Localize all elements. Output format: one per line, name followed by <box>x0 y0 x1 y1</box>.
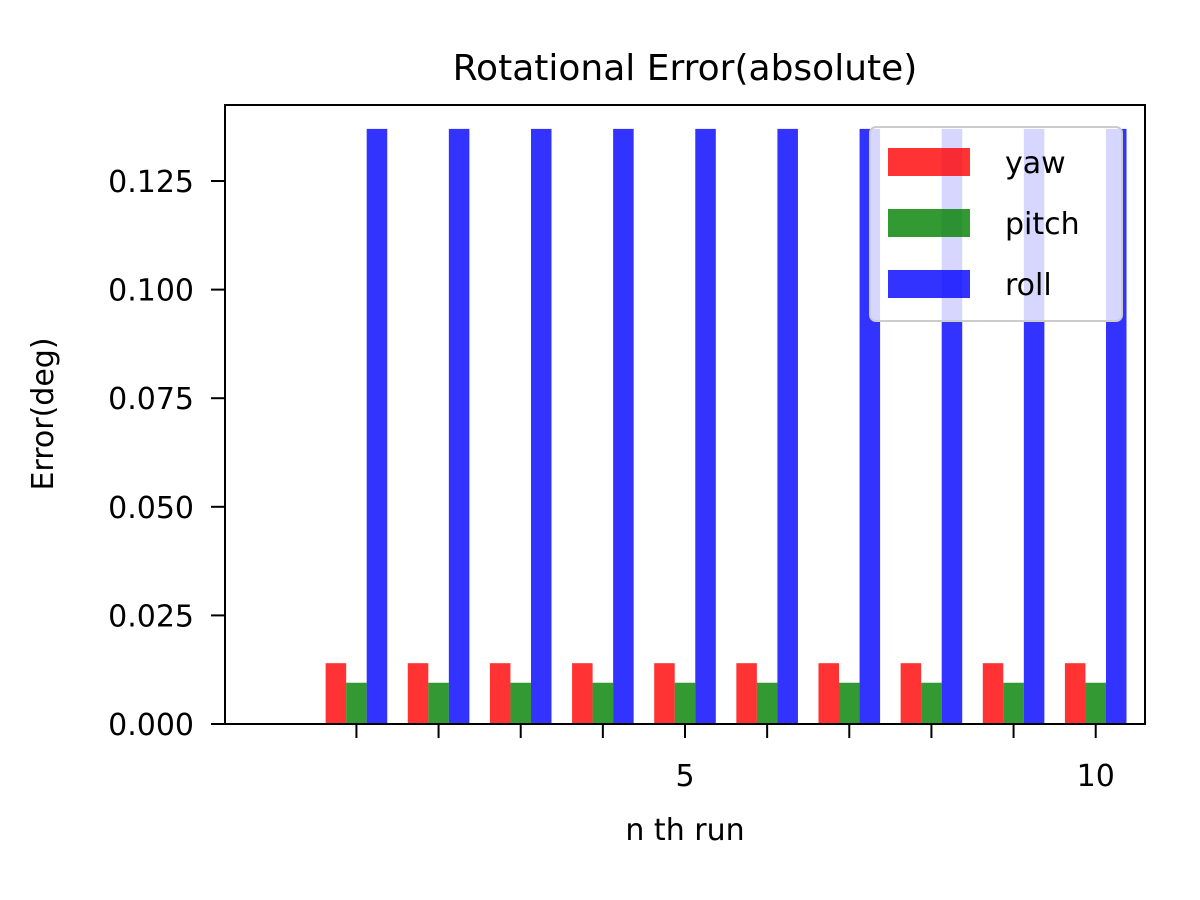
legend-label-roll: roll <box>1005 268 1052 303</box>
bar-roll-1 <box>366 128 388 724</box>
bar-yaw-7 <box>818 663 840 724</box>
bar-yaw-2 <box>407 663 429 724</box>
bar-roll-3 <box>530 128 552 724</box>
bar-yaw-10 <box>1064 663 1086 724</box>
y-axis-label: Error(deg) <box>26 337 61 490</box>
chart-title: Rotational Error(absolute) <box>453 48 918 89</box>
legend-swatch-pitch <box>888 209 970 237</box>
x-tick-label: 10 <box>1077 759 1115 794</box>
bar-pitch-6 <box>756 682 778 724</box>
legend-swatch-roll <box>888 270 970 298</box>
bar-yaw-1 <box>325 663 347 724</box>
y-tick-label: 0.000 <box>108 708 194 743</box>
bar-roll-5 <box>695 128 716 724</box>
legend-label-yaw: yaw <box>1005 146 1066 181</box>
legend-swatch-yaw <box>888 148 970 176</box>
bar-yaw-9 <box>982 663 1004 724</box>
bar-yaw-6 <box>736 663 757 724</box>
bar-pitch-5 <box>674 682 696 724</box>
bar-pitch-9 <box>1003 682 1024 724</box>
y-tick-label: 0.075 <box>108 382 194 417</box>
legend: yaw pitch roll <box>869 126 1123 322</box>
x-axis: 5 10 <box>355 724 1115 794</box>
legend-label-pitch: pitch <box>1005 207 1080 242</box>
y-tick-label: 0.100 <box>108 274 194 309</box>
y-tick-label: 0.125 <box>108 165 194 200</box>
bar-pitch-10 <box>1085 682 1106 724</box>
y-axis: 0.000 0.025 0.050 0.075 0.100 0.125 <box>108 165 225 743</box>
bar-pitch-2 <box>428 682 449 724</box>
bar-yaw-5 <box>654 663 675 724</box>
bar-pitch-3 <box>510 682 531 724</box>
bar-yaw-4 <box>572 663 593 724</box>
bar-roll-4 <box>613 128 634 724</box>
x-tick-label: 5 <box>675 759 694 794</box>
y-tick-label: 0.050 <box>108 491 194 526</box>
bar-yaw-8 <box>900 663 922 724</box>
bar-pitch-4 <box>592 682 614 724</box>
bar-roll-6 <box>777 128 798 724</box>
bar-pitch-7 <box>839 682 860 724</box>
bar-yaw-3 <box>489 663 511 724</box>
bar-pitch-1 <box>346 682 367 724</box>
x-axis-label: n th run <box>625 813 744 848</box>
y-tick-label: 0.025 <box>108 599 194 634</box>
bar-pitch-8 <box>921 682 942 724</box>
bar-roll-2 <box>448 128 470 724</box>
